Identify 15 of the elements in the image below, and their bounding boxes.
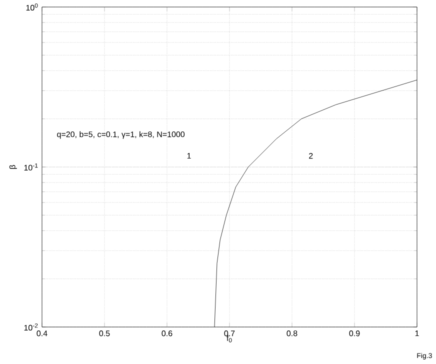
x-tick-label: 1	[415, 330, 419, 336]
annotation: 2	[309, 153, 313, 159]
x-tick-label: 0.8	[286, 330, 298, 336]
y-axis-title: β	[9, 165, 17, 169]
x-axis-title: f$_{0}$	[226, 335, 232, 342]
y-tick-label: 10$^{-1}$	[24, 163, 38, 171]
y-tick-label: 10$^{0}$	[26, 3, 38, 11]
x-tick-label: 0.5	[99, 330, 110, 336]
x-tick-label: 0.9	[349, 330, 360, 336]
x-tick-label: 0.4	[36, 330, 48, 336]
y-tick-label: 10$^{-2}$	[24, 323, 38, 331]
x-tick-label: 0.7	[224, 330, 235, 336]
annotation: 1	[187, 153, 191, 159]
annotation: q=20, b=5, c=0.1, γ=1, k=8, N=1000	[57, 131, 185, 139]
x-tick-label: 0.6	[162, 330, 172, 336]
